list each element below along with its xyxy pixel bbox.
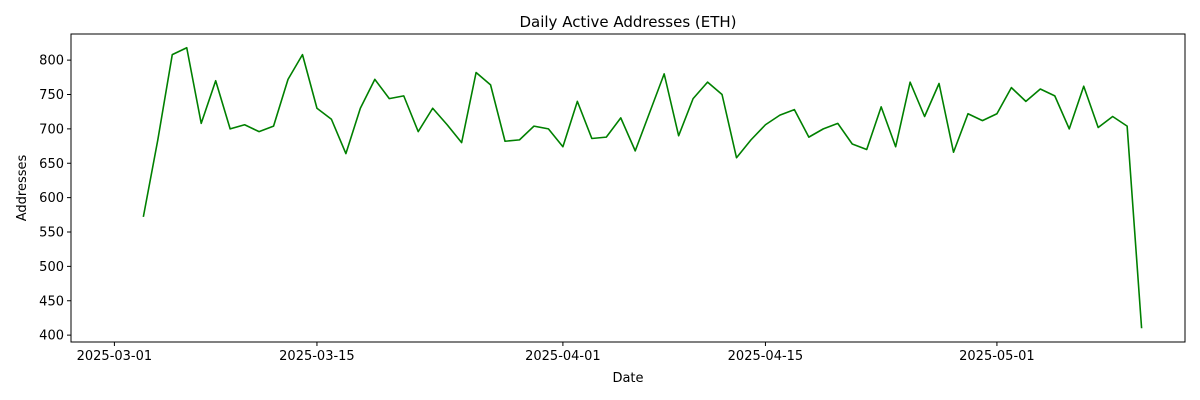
- plot-frame: [70, 33, 1186, 343]
- y-tick-label: 400: [39, 329, 64, 344]
- y-tick-label: 800: [39, 54, 64, 69]
- y-axis: 400 450 500 550 600 650 700 750 800: [39, 54, 71, 344]
- x-tick-label: 2025-04-15: [728, 349, 804, 364]
- y-tick-label: 600: [39, 191, 64, 206]
- y-tick-label: 700: [39, 122, 64, 137]
- y-tick-label: 750: [39, 88, 64, 103]
- x-axis: 2025-03-01 2025-03-15 2025-04-01 2025-04-15…: [77, 342, 1035, 364]
- y-tick-label: 450: [39, 294, 64, 309]
- x-tick-label: 2025-03-15: [279, 349, 355, 364]
- x-axis-label: Date: [612, 371, 643, 386]
- plot-area: [70, 33, 1186, 343]
- y-tick-label: 550: [39, 226, 64, 241]
- x-tick-label: 2025-05-01: [959, 349, 1035, 364]
- series-line: [142, 46, 1143, 329]
- y-tick-label: 650: [39, 157, 64, 172]
- x-tick-label: 2025-04-01: [525, 349, 601, 364]
- y-axis-label: Addresses: [15, 155, 30, 222]
- chart-title: Daily Active Addresses (ETH): [519, 13, 736, 31]
- x-tick-label: 2025-03-01: [77, 349, 153, 364]
- y-tick-label: 500: [39, 260, 64, 275]
